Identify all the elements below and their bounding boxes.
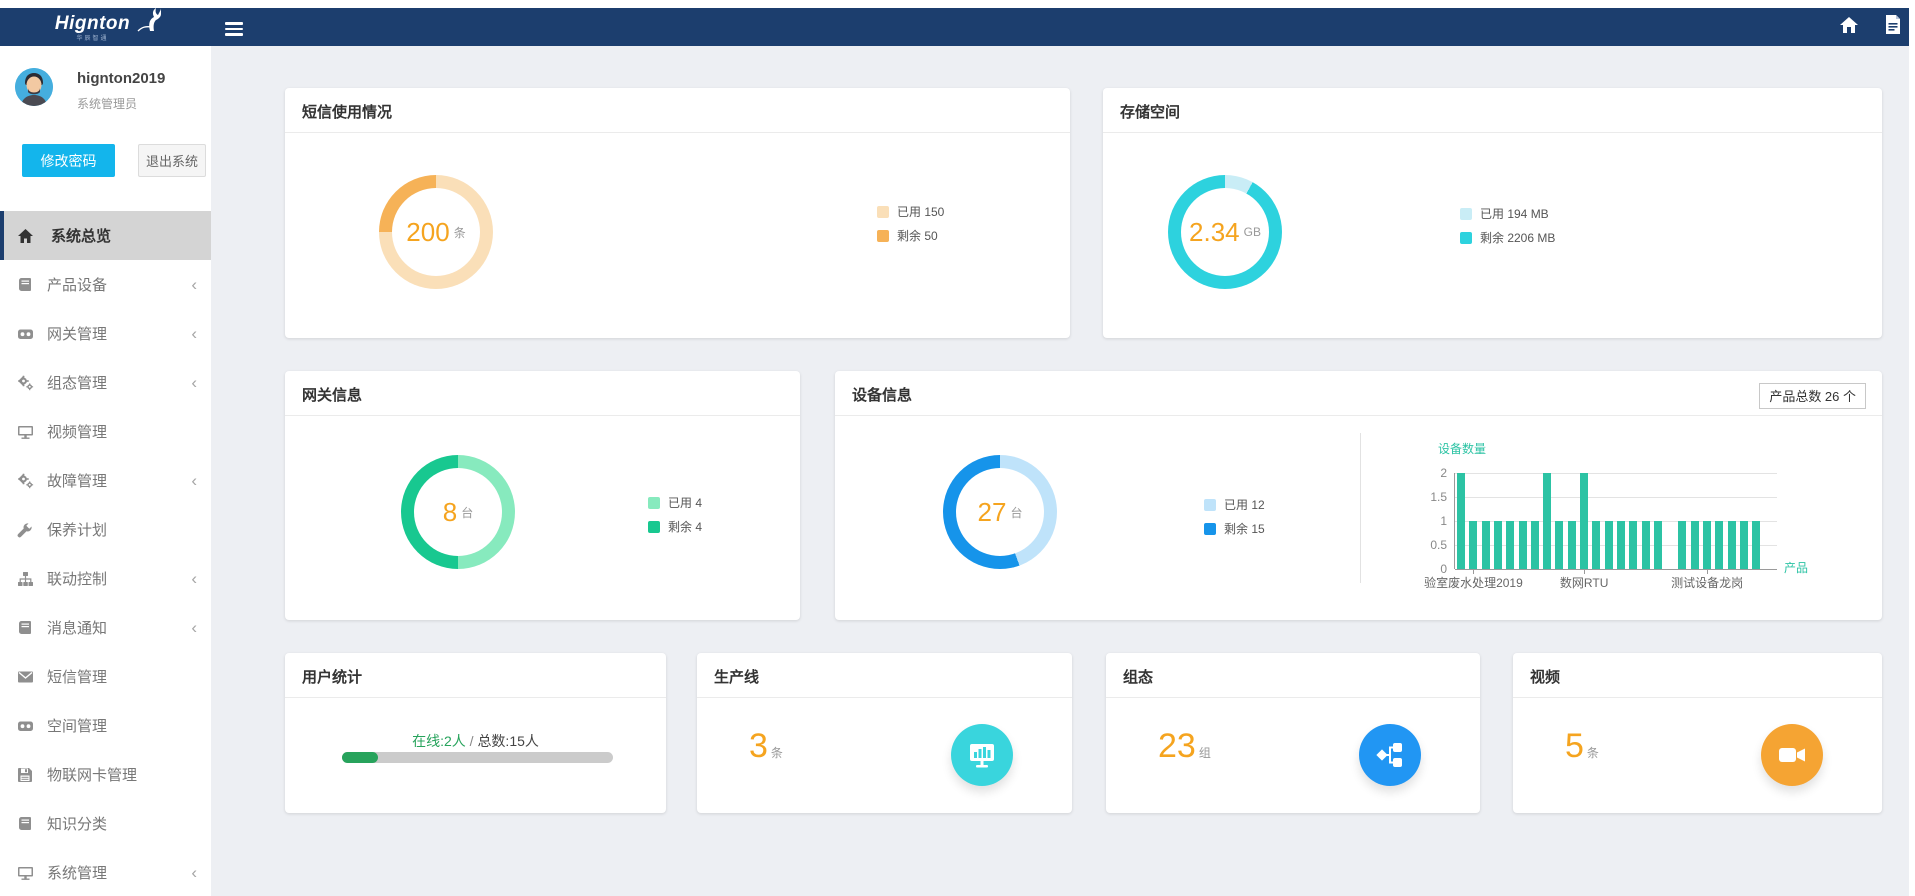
sidebar-item-sms-management[interactable]: 短信管理‹ — [0, 652, 211, 701]
card-title: 视频 — [1530, 669, 1561, 686]
logo[interactable]: Hignton 华辰智通 — [0, 7, 211, 46]
monitor-icon — [17, 865, 35, 881]
home-icon — [17, 228, 35, 244]
legend-item: 剩余 50 — [877, 228, 944, 243]
sidebar-item-linkage-control[interactable]: 联动控制 ‹ — [0, 554, 211, 603]
user-role: 系统管理员 — [77, 97, 138, 111]
device-donut-chart: 27 台 — [943, 455, 1057, 569]
book-icon — [17, 620, 35, 636]
gateway-icon — [17, 326, 35, 342]
sms-usage-card: 短信使用情况 200 条 已用 150 剩余 50 — [285, 88, 1070, 338]
video-camera-icon[interactable] — [1761, 724, 1823, 786]
sms-legend: 已用 150 剩余 50 — [877, 204, 944, 252]
sidebar-menu: 系统总览‹ 产品设备‹ 网关管理‹ 组态管理‹ 视频管理‹ 故障管理‹ 保养计划… — [0, 211, 211, 896]
legend-item: 已用 12 — [1204, 497, 1265, 512]
brand-name: Hignton — [54, 12, 131, 34]
username: hignton2019 — [77, 70, 166, 87]
chevron-left-icon: ‹ — [191, 373, 197, 392]
storage-donut-chart: 2.34 GB — [1168, 175, 1282, 289]
home-icon[interactable] — [1839, 15, 1859, 40]
card-title: 短信使用情况 — [302, 104, 393, 121]
brand-subtitle: 华辰智通 — [76, 35, 109, 42]
gateway-icon — [17, 718, 35, 734]
video-count: 5 — [1565, 727, 1584, 765]
card-title: 网关信息 — [302, 387, 363, 404]
card-title: 用户统计 — [302, 669, 363, 686]
card-title: 设备信息 — [852, 387, 913, 404]
progress-fill — [342, 752, 379, 763]
menu-toggle-icon[interactable] — [225, 19, 245, 36]
card-title: 存储空间 — [1120, 104, 1181, 121]
monitor-icon — [17, 424, 35, 440]
legend-item: 已用 4 — [648, 495, 702, 510]
product-total-badge[interactable]: 产品总数 26 个 — [1759, 383, 1866, 409]
sidebar-item-gateway-management[interactable]: 网关管理 ‹ — [0, 309, 211, 358]
chevron-left-icon: ‹ — [191, 324, 197, 343]
sitemap-icon — [17, 571, 35, 587]
device-info-card: 设备信息 产品总数 26 个 27 台 已用 12 剩余 15 设备数量 0 0.5… — [835, 371, 1882, 620]
book-icon — [17, 816, 35, 832]
config-count: 23 — [1158, 727, 1196, 765]
document-icon[interactable] — [1885, 15, 1901, 39]
logout-button[interactable]: 退出系统 — [138, 144, 206, 177]
configuration-card: 组态 23 组 — [1106, 653, 1480, 813]
cogs-icon — [17, 473, 35, 489]
envelope-icon — [17, 669, 35, 685]
antelope-logo-icon — [128, 7, 162, 38]
device-bar-chart: 0 0.5 1 1.5 2 验室废水处理2019 数网RTU 测试设备龙岗 — [1424, 466, 1777, 590]
wrench-icon — [17, 522, 35, 538]
user-panel: hignton2019 系统管理员 修改密码 退出系统 — [0, 46, 211, 211]
bar-chart-title: 设备数量 — [1438, 442, 1487, 456]
avatar[interactable] — [15, 68, 53, 106]
sidebar-item-product-devices[interactable]: 产品设备 ‹ — [0, 260, 211, 309]
sidebar-item-space-management[interactable]: 空间管理‹ — [0, 701, 211, 750]
vertical-divider — [1360, 433, 1361, 583]
chevron-left-icon: ‹ — [191, 863, 197, 882]
sms-donut-chart: 200 条 — [379, 175, 493, 289]
sidebar-item-video-management[interactable]: 视频管理‹ — [0, 407, 211, 456]
production-count: 3 — [749, 727, 768, 765]
card-title: 组态 — [1123, 669, 1154, 686]
storage-card: 存储空间 2.34 GB 已用 194 MB 剩余 2206 MB — [1103, 88, 1882, 338]
book-icon — [17, 277, 35, 293]
cogs-icon — [17, 375, 35, 391]
gateway-legend: 已用 4 剩余 4 — [648, 495, 702, 543]
chevron-left-icon: ‹ — [191, 471, 197, 490]
chevron-left-icon: ‹ — [191, 275, 197, 294]
sidebar-item-system-overview[interactable]: 系统总览‹ — [0, 211, 211, 260]
top-navbar — [211, 8, 1909, 46]
user-stats-card: 用户统计 在线:2人 / 总数:15人 — [285, 653, 666, 813]
sidebar-item-message-notification[interactable]: 消息通知 ‹ — [0, 603, 211, 652]
save-icon — [17, 767, 35, 783]
sidebar-item-system-management[interactable]: 系统管理 ‹ — [0, 848, 211, 896]
legend-item: 剩余 15 — [1204, 521, 1265, 536]
flowchart-icon[interactable] — [1359, 724, 1421, 786]
chevron-left-icon: ‹ — [191, 618, 197, 637]
chevron-left-icon: ‹ — [191, 569, 197, 588]
sidebar-item-iot-card-management[interactable]: 物联网卡管理‹ — [0, 750, 211, 799]
online-users-progressbar — [342, 752, 613, 763]
device-legend: 已用 12 剩余 15 — [1204, 497, 1265, 545]
sidebar-item-configuration-management[interactable]: 组态管理 ‹ — [0, 358, 211, 407]
bar-chart-x-axis-label: 产品 — [1784, 561, 1809, 575]
sidebar-item-maintenance-plan[interactable]: 保养计划‹ — [0, 505, 211, 554]
sidebar-item-knowledge-category[interactable]: 知识分类‹ — [0, 799, 211, 848]
sidebar: Hignton 华辰智通 hignton2019 系统管理员 修改密码 退出系统 — [0, 7, 211, 896]
legend-item: 剩余 2206 MB — [1460, 230, 1555, 245]
legend-item: 剩余 4 — [648, 519, 702, 534]
card-title: 生产线 — [714, 669, 760, 686]
production-chart-icon[interactable] — [951, 724, 1013, 786]
storage-legend: 已用 194 MB 剩余 2206 MB — [1460, 206, 1555, 254]
user-stats-text: 在线:2人 / 总数:15人 — [412, 733, 539, 749]
sidebar-item-fault-management[interactable]: 故障管理 ‹ — [0, 456, 211, 505]
legend-item: 已用 194 MB — [1460, 206, 1555, 221]
change-password-button[interactable]: 修改密码 — [22, 144, 115, 177]
legend-item: 已用 150 — [877, 204, 944, 219]
